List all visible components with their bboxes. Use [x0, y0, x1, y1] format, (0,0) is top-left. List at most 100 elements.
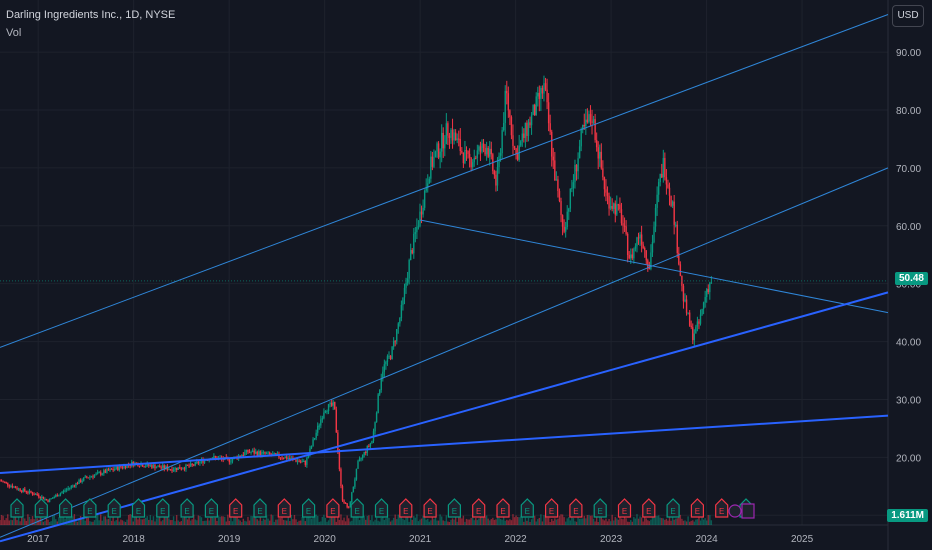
- earnings-marker[interactable]: E: [277, 498, 291, 518]
- candle: [58, 495, 60, 497]
- volume-bar: [468, 519, 471, 525]
- earnings-marker[interactable]: E: [180, 498, 194, 518]
- earnings-marker[interactable]: E: [545, 498, 559, 518]
- earnings-marker-letter: E: [598, 507, 603, 516]
- volume-bar: [158, 515, 161, 525]
- earnings-marker[interactable]: E: [715, 498, 729, 518]
- candle: [250, 451, 252, 453]
- volume-bar: [375, 517, 378, 525]
- earnings-marker[interactable]: E: [423, 498, 437, 518]
- volume-bar: [692, 520, 694, 525]
- earnings-marker[interactable]: E: [156, 498, 170, 518]
- earnings-marker[interactable]: E: [593, 498, 607, 518]
- candle: [189, 463, 192, 467]
- candle: [275, 453, 277, 455]
- trendline[interactable]: [0, 291, 889, 543]
- candle: [299, 461, 302, 463]
- candle: [507, 93, 510, 111]
- earnings-marker[interactable]: E: [496, 498, 510, 518]
- candle: [171, 469, 173, 472]
- volume-bar: [303, 517, 305, 525]
- volume-bar: [688, 521, 691, 525]
- dividend-icon[interactable]: [728, 504, 742, 518]
- earnings-marker[interactable]: E: [83, 498, 97, 518]
- trendline[interactable]: [0, 167, 889, 538]
- trendline[interactable]: [420, 219, 889, 314]
- candle: [34, 493, 37, 495]
- volume-bar: [326, 521, 328, 525]
- candle: [115, 466, 117, 470]
- last-price-label: 50.48: [894, 272, 928, 285]
- candle: [13, 486, 15, 488]
- volume-bar: [492, 517, 494, 525]
- volume-bar: [423, 517, 426, 525]
- volume-bar: [485, 515, 488, 525]
- earnings-marker[interactable]: E: [302, 498, 316, 518]
- candle: [326, 411, 328, 413]
- candle: [476, 150, 479, 159]
- earnings-marker[interactable]: E: [10, 498, 24, 518]
- volume-bar: [675, 518, 677, 525]
- candle: [397, 323, 399, 330]
- earnings-marker[interactable]: E: [569, 498, 583, 518]
- earnings-marker-shape: [472, 498, 486, 518]
- candle: [417, 226, 420, 228]
- candle: [327, 404, 330, 412]
- candle: [603, 177, 606, 190]
- volume-bar: [2, 515, 4, 525]
- earnings-marker[interactable]: E: [472, 498, 486, 518]
- earnings-marker[interactable]: E: [229, 498, 243, 518]
- earnings-marker-letter: E: [14, 507, 19, 516]
- candle: [644, 247, 646, 251]
- earnings-marker[interactable]: E: [350, 498, 364, 518]
- volume-bar: [561, 514, 564, 525]
- earnings-marker[interactable]: E: [642, 498, 656, 518]
- candle: [31, 492, 34, 495]
- candle: [699, 314, 702, 324]
- earnings-marker[interactable]: E: [253, 498, 267, 518]
- candle: [498, 155, 500, 168]
- earnings-marker[interactable]: E: [59, 498, 73, 518]
- earnings-marker[interactable]: E: [617, 498, 632, 518]
- volume-bar: [172, 516, 175, 525]
- candle: [141, 464, 144, 467]
- earnings-marker[interactable]: E: [107, 498, 121, 518]
- trendline[interactable]: [0, 414, 889, 474]
- earnings-marker[interactable]: E: [131, 498, 146, 518]
- earnings-marker[interactable]: E: [520, 498, 534, 518]
- volume-bar: [169, 520, 172, 525]
- earnings-marker-letter: E: [282, 507, 287, 516]
- earnings-marker[interactable]: E: [690, 498, 704, 518]
- earnings-marker[interactable]: E: [326, 498, 340, 518]
- trendline[interactable]: [0, 14, 889, 348]
- volume-bar: [324, 517, 327, 525]
- candle: [659, 173, 661, 183]
- volume-indicator-label[interactable]: Vol: [6, 27, 22, 39]
- candle: [346, 503, 348, 508]
- upcoming-earnings-icon[interactable]: [741, 503, 755, 519]
- candle: [79, 479, 82, 483]
- volume-bar: [227, 514, 229, 525]
- candle: [434, 151, 437, 157]
- earnings-marker[interactable]: E: [374, 498, 389, 518]
- candle: [591, 121, 593, 123]
- volume-bar: [530, 519, 533, 525]
- earnings-marker[interactable]: E: [447, 498, 461, 518]
- candle: [538, 92, 541, 99]
- candle: [467, 150, 469, 154]
- candle: [428, 178, 430, 184]
- earnings-marker-letter: E: [646, 507, 651, 516]
- earnings-marker[interactable]: E: [34, 498, 48, 518]
- candle: [462, 152, 465, 164]
- volume-bar: [183, 516, 186, 525]
- volume-bar: [48, 521, 51, 525]
- earnings-marker[interactable]: E: [399, 498, 413, 518]
- earnings-marker[interactable]: E: [666, 498, 680, 518]
- currency-button[interactable]: USD: [892, 5, 924, 27]
- candle: [698, 321, 700, 324]
- volume-bar: [284, 520, 286, 525]
- candle: [595, 140, 598, 148]
- volume-bar: [124, 521, 127, 525]
- earnings-marker[interactable]: E: [204, 498, 218, 518]
